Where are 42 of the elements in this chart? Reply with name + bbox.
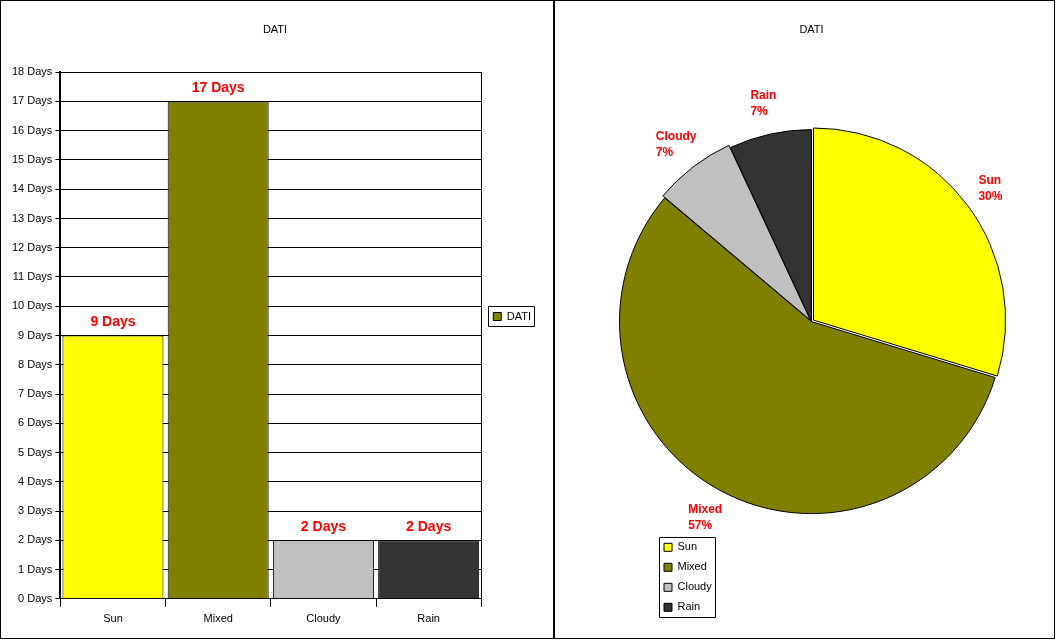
legend-label: DATI — [506, 309, 532, 322]
y-tick-label: 4 Days — [18, 474, 53, 487]
slice-label: Rain — [750, 88, 777, 103]
y-tick-label: 13 Days — [11, 211, 53, 224]
y-tick-label: 18 Days — [11, 65, 53, 78]
x-tick-label: Mixed — [203, 612, 233, 625]
data-label: 17 Days — [191, 79, 245, 96]
y-tick-label: 8 Days — [18, 357, 53, 370]
data-label: 7% — [750, 104, 769, 119]
y-tick-label: 0 Days — [18, 591, 53, 604]
y-tick-label: 7 Days — [18, 387, 53, 400]
y-tick-label: 17 Days — [11, 94, 53, 107]
y-tick-label: 11 Days — [12, 270, 53, 283]
y-tick-label: 5 Days — [18, 445, 53, 458]
y-tick-label: 12 Days — [11, 240, 53, 253]
y-tick-label: 15 Days — [11, 153, 53, 165]
data-label: 57% — [688, 517, 713, 532]
legend-label: Mixed — [677, 560, 707, 573]
slice-label: Mixed — [688, 501, 723, 516]
y-tick-label: 2 Days — [18, 533, 53, 546]
y-tick-label: 9 Days — [18, 328, 53, 341]
x-tick-label: Sun — [103, 612, 123, 625]
slice-label: Sun — [978, 173, 1002, 188]
x-tick-label: Rain — [417, 612, 440, 625]
data-label: 2 Days — [406, 518, 452, 535]
y-tick-label: 6 Days — [18, 416, 53, 429]
slice-label: Cloudy — [655, 129, 697, 144]
y-tick-label: 1 Days — [18, 562, 53, 575]
chart-title: DATI — [262, 22, 288, 35]
legend-label: Cloudy — [677, 580, 713, 593]
legend-label: Rain — [677, 600, 701, 613]
y-tick-label: 14 Days — [11, 182, 53, 195]
chart-title: DATI — [799, 22, 824, 35]
legend-label: Sun — [677, 540, 698, 553]
y-tick-label: 16 Days — [11, 123, 53, 136]
x-tick-label: Cloudy — [306, 612, 342, 625]
y-tick-label: 3 Days — [18, 504, 53, 517]
data-label: 9 Days — [90, 313, 136, 330]
data-label: 7% — [655, 145, 674, 160]
data-label: 30% — [978, 189, 1003, 204]
y-tick-label: 10 Days — [11, 299, 53, 312]
data-label: 2 Days — [300, 518, 347, 535]
